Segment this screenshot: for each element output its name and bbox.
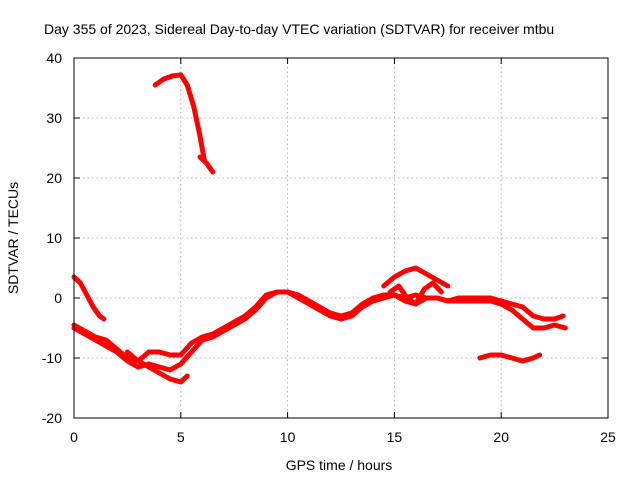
data-series-seg-8 — [387, 280, 444, 307]
data-series-seg-4 — [71, 289, 566, 364]
data-series-seg-9 — [477, 352, 543, 364]
y-axis-label: SDTVAR / TECUs — [5, 182, 21, 294]
data-series-seg-7 — [381, 265, 451, 289]
data-series-seg-2 — [152, 72, 207, 163]
y-tick-label: 40 — [46, 50, 62, 66]
x-tick-label: 10 — [280, 429, 296, 445]
y-tick-label: 20 — [46, 170, 62, 186]
data-series-seg-3 — [197, 154, 216, 175]
y-tick-label: 30 — [46, 110, 62, 126]
x-tick-label: 15 — [387, 429, 403, 445]
y-tick-label: 10 — [46, 230, 62, 246]
x-tick-label: 25 — [600, 429, 616, 445]
tick-layer: 0 5 10 15 20 25 -20 -10 0 10 20 30 40 — [42, 50, 616, 445]
x-tick-label: 5 — [177, 429, 185, 445]
y-tick-label: 0 — [54, 290, 62, 306]
x-tick-label: 0 — [70, 429, 78, 445]
data-series-seg-5 — [71, 289, 568, 373]
y-tick-label: -10 — [42, 350, 62, 366]
chart-title: Day 355 of 2023, Sidereal Day-to-day VTE… — [44, 21, 554, 37]
data-series-seg-6 — [124, 349, 190, 385]
series-layer — [71, 72, 568, 385]
grid-layer — [74, 58, 608, 418]
data-series-seg-1 — [71, 274, 107, 322]
x-axis-label: GPS time / hours — [286, 457, 393, 473]
y-tick-label: -20 — [42, 410, 62, 426]
x-tick-label: 20 — [493, 429, 509, 445]
